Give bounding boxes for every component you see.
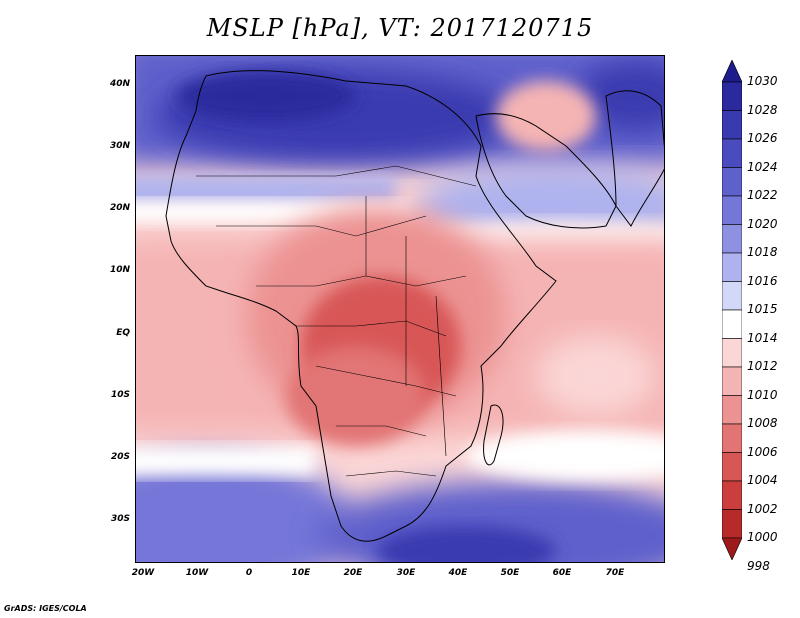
colorbar-swatch bbox=[722, 281, 742, 311]
coastlines bbox=[165, 70, 664, 542]
lon-label-10w: 10W bbox=[185, 568, 209, 578]
colorbar-swatch bbox=[722, 81, 742, 111]
colorbar-label: 1008 bbox=[747, 416, 778, 430]
lat-label-20n: 20N bbox=[109, 203, 130, 213]
colorbar-label: 1015 bbox=[747, 302, 778, 316]
pressure-field bbox=[136, 56, 664, 562]
map-title: MSLP [hPa], VT: 2017120715 bbox=[206, 14, 594, 42]
colorbar bbox=[722, 60, 742, 560]
colorbar-label: 1012 bbox=[747, 359, 778, 373]
colorbar-swatch bbox=[722, 452, 742, 482]
lon-label-0: 0 bbox=[245, 568, 253, 578]
colorbar-swatch bbox=[722, 537, 742, 560]
colorbar-label: 1018 bbox=[747, 245, 778, 259]
lat-label-30n: 30N bbox=[109, 141, 130, 151]
lon-label-40e: 40E bbox=[448, 568, 468, 578]
colorbar-label: 1010 bbox=[747, 387, 778, 402]
borders bbox=[196, 165, 477, 477]
colorbar-swatch bbox=[722, 138, 742, 168]
pressure-map bbox=[135, 55, 665, 563]
colorbar-swatch bbox=[722, 309, 742, 339]
lat-label-10s: 10S bbox=[110, 390, 130, 400]
lat-label-eq: EQ bbox=[116, 328, 130, 338]
colorbar-swatch bbox=[722, 395, 742, 425]
lat-label-40n: 40N bbox=[109, 79, 130, 89]
lat-label-10n: 10N bbox=[109, 265, 130, 275]
colorbar-swatch bbox=[722, 224, 742, 254]
colorbar-label: 1020 bbox=[747, 216, 778, 231]
lat-label-20s: 20S bbox=[110, 452, 130, 462]
colorbar-swatch bbox=[722, 252, 742, 282]
lon-label-60e: 60E bbox=[552, 568, 572, 578]
colorbar-swatch bbox=[722, 480, 742, 510]
colorbar-swatch bbox=[722, 423, 742, 453]
colorbar-label: 1016 bbox=[747, 273, 778, 288]
lon-label-20e: 20E bbox=[343, 568, 363, 578]
colorbar-label: 1014 bbox=[747, 330, 778, 345]
lon-label-30e: 30E bbox=[396, 568, 416, 578]
colorbar-label: 1000 bbox=[747, 530, 778, 544]
colorbar-label: 1024 bbox=[747, 159, 778, 174]
colorbar-label: 1022 bbox=[747, 188, 778, 202]
lat-label-30s: 30S bbox=[110, 514, 130, 524]
colorbar-label: 1030 bbox=[747, 74, 778, 88]
colorbar-label: 1004 bbox=[747, 473, 778, 487]
colorbar-swatch bbox=[722, 338, 742, 368]
colorbar-label: 1026 bbox=[747, 131, 778, 145]
lon-label-70e: 70E bbox=[605, 568, 625, 578]
colorbar-swatch bbox=[722, 195, 742, 225]
colorbar-swatch bbox=[722, 509, 742, 539]
colorbar-swatch bbox=[722, 167, 742, 197]
colorbar-label: 1028 bbox=[747, 102, 778, 117]
colorbar-swatch bbox=[722, 60, 742, 83]
colorbar-swatch bbox=[722, 110, 742, 140]
colorbar-label: 1006 bbox=[747, 444, 778, 459]
colorbar-swatch bbox=[722, 366, 742, 396]
lon-label-10e: 10E bbox=[291, 568, 311, 578]
lon-label-50e: 50E bbox=[500, 568, 520, 578]
colorbar-label: 998 bbox=[747, 558, 770, 573]
colorbar-label: 1002 bbox=[747, 501, 778, 516]
credit-text: GrADS: IGES/COLA bbox=[4, 604, 87, 613]
lon-label-20w: 20W bbox=[131, 568, 155, 578]
